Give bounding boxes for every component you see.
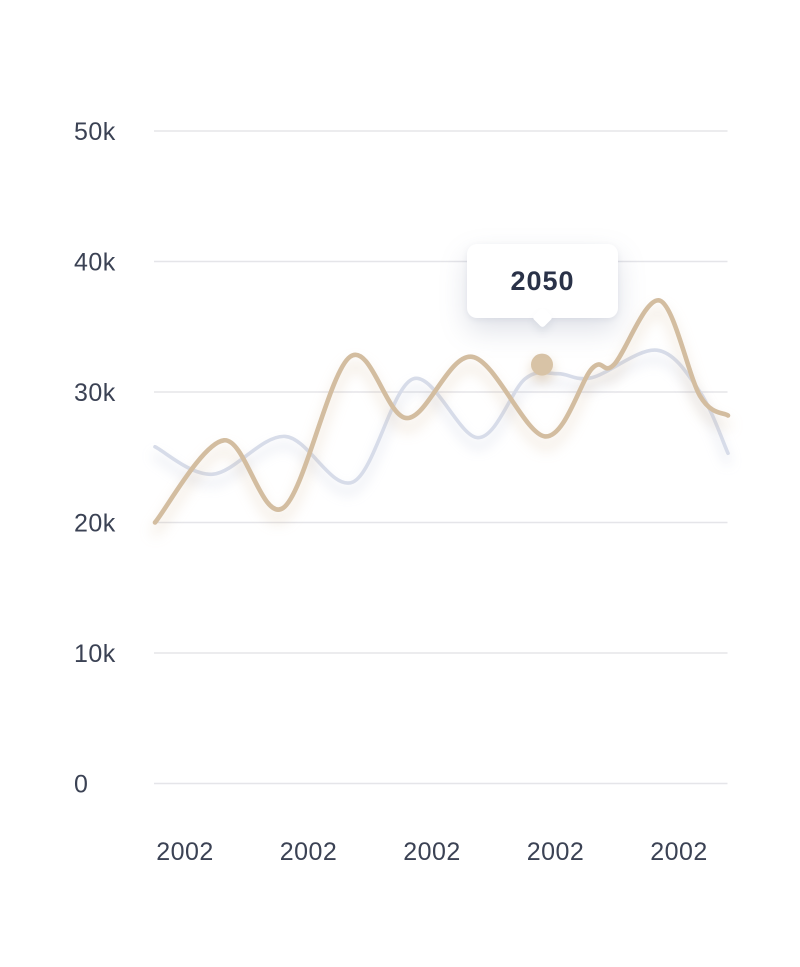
- y-tick-label: 40k: [74, 249, 116, 277]
- x-axis-labels: 2002 2002 2002 2002 2002: [156, 838, 708, 866]
- x-tick-label: 2002: [280, 838, 338, 866]
- y-tick-label: 50k: [74, 118, 116, 146]
- y-tick-label: 0: [74, 771, 88, 799]
- series-curves: [152, 298, 731, 525]
- y-tick-label: 20k: [74, 510, 116, 538]
- y-tick-label: 30k: [74, 379, 116, 407]
- x-tick-label: 2002: [650, 838, 708, 866]
- gridlines: [154, 130, 728, 785]
- x-tick-label: 2002: [156, 838, 214, 866]
- tooltip-value: 2050: [510, 265, 575, 296]
- tooltip: 2050: [467, 244, 618, 329]
- tan-series-line[interactable]: [152, 298, 731, 525]
- active-point-marker[interactable]: [531, 353, 553, 376]
- y-tick-label: 10k: [74, 640, 116, 668]
- x-tick-label: 2002: [527, 838, 585, 866]
- y-axis-labels: 50k 40k 30k 20k 10k 0: [74, 118, 116, 799]
- x-tick-label: 2002: [403, 838, 461, 866]
- gray-series-line[interactable]: [153, 348, 730, 485]
